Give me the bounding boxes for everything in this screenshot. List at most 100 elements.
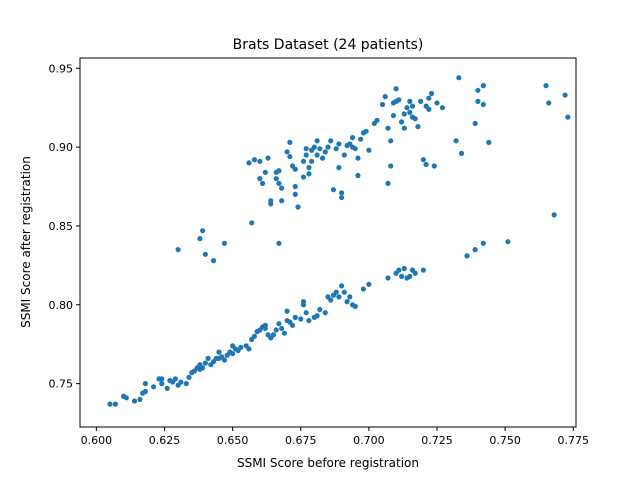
data-point <box>300 158 307 164</box>
data-point <box>279 325 285 332</box>
data-point <box>265 155 271 161</box>
data-point <box>339 194 345 201</box>
data-point <box>439 105 446 111</box>
data-point <box>210 258 217 264</box>
data-point <box>336 141 342 147</box>
data-point <box>200 365 206 371</box>
data-point <box>284 308 290 314</box>
data-point <box>472 247 478 253</box>
data-point <box>352 146 358 152</box>
data-point <box>505 239 511 245</box>
data-point <box>385 275 391 281</box>
data-point <box>336 294 342 300</box>
data-point <box>330 187 337 193</box>
data-point <box>303 146 309 152</box>
data-point <box>409 103 416 109</box>
data-point <box>319 155 326 161</box>
data-point <box>328 297 334 303</box>
data-point <box>453 138 459 144</box>
data-point <box>393 86 399 92</box>
data-point <box>472 120 478 127</box>
data-point <box>284 149 290 155</box>
data-point <box>303 152 309 158</box>
data-point <box>292 183 298 190</box>
data-point <box>341 289 347 295</box>
data-point <box>159 376 165 382</box>
data-point <box>475 87 481 93</box>
data-point <box>289 322 296 328</box>
data-point <box>385 125 391 131</box>
x-tick-label: 0.750 <box>489 434 521 447</box>
data-point <box>137 396 143 402</box>
x-tick-label: 0.625 <box>149 434 181 447</box>
data-point <box>246 346 252 352</box>
data-point <box>306 165 312 171</box>
data-point <box>565 114 571 120</box>
data-point <box>379 101 386 108</box>
data-point <box>142 388 149 395</box>
data-point <box>298 316 304 322</box>
data-point <box>363 128 369 134</box>
data-point <box>262 169 268 175</box>
data-point <box>322 310 328 316</box>
data-point <box>475 98 481 104</box>
data-point <box>107 401 113 407</box>
y-tick-label: 0.95 <box>49 62 74 75</box>
data-point <box>262 322 268 328</box>
data-point <box>292 166 298 172</box>
chart-title: Brats Dataset (24 patients) <box>233 37 424 53</box>
data-point <box>415 124 421 130</box>
x-axis-ticks: 0.600 0.625 0.650 0.675 0.700 0.725 0.750 0.775 <box>81 427 589 447</box>
data-point <box>355 172 361 179</box>
data-point <box>200 228 206 234</box>
data-point <box>333 146 339 152</box>
data-points <box>107 75 571 407</box>
data-point <box>281 330 287 336</box>
data-point <box>355 155 361 161</box>
data-point <box>221 240 228 246</box>
y-tick-label: 0.85 <box>49 220 74 233</box>
data-point <box>197 235 203 242</box>
x-tick-label: 0.775 <box>558 434 590 447</box>
data-point <box>276 180 282 186</box>
data-point <box>216 349 222 355</box>
x-tick-label: 0.675 <box>285 434 317 447</box>
data-point <box>420 157 426 163</box>
data-point <box>300 299 307 305</box>
data-point <box>292 314 298 320</box>
data-point <box>322 149 328 155</box>
data-point <box>270 332 277 338</box>
data-point <box>551 212 557 218</box>
data-point <box>279 198 285 204</box>
data-point <box>311 144 317 150</box>
y-axis-label: SSMI Score after registration <box>19 156 33 328</box>
data-point <box>123 395 129 401</box>
data-point <box>401 111 407 117</box>
data-point <box>251 333 258 339</box>
data-point <box>407 109 413 115</box>
data-point <box>407 98 413 104</box>
data-point <box>287 153 293 160</box>
data-point <box>142 381 149 387</box>
data-point <box>374 117 380 123</box>
data-point <box>360 286 367 292</box>
data-point <box>398 273 405 279</box>
data-point <box>175 247 181 253</box>
data-point <box>428 90 435 97</box>
y-tick-label: 0.90 <box>49 141 74 154</box>
data-point <box>401 265 407 272</box>
y-tick-label: 0.80 <box>49 299 74 312</box>
data-point <box>434 100 440 106</box>
y-tick-label: 0.75 <box>49 378 74 391</box>
data-point <box>159 381 165 387</box>
data-point <box>401 125 407 131</box>
data-point <box>412 116 418 122</box>
data-point <box>178 379 184 385</box>
data-point <box>112 401 119 407</box>
data-point <box>349 135 356 141</box>
data-point <box>366 147 372 153</box>
y-axis-ticks: 0.75 0.80 0.85 0.90 0.95 <box>49 62 80 391</box>
data-point <box>339 190 345 196</box>
data-point <box>352 303 358 309</box>
